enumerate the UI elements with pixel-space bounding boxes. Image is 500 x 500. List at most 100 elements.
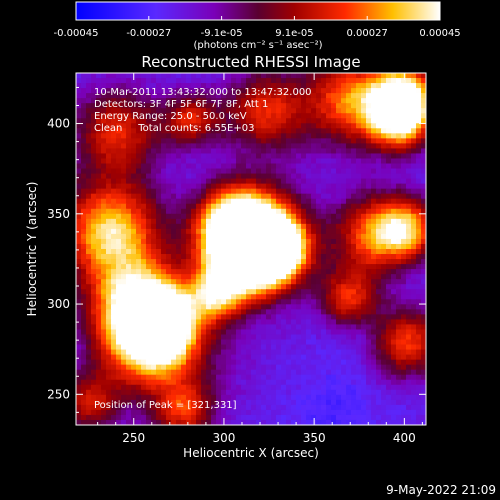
heatmap-cell — [136, 218, 142, 225]
heatmap-cell — [156, 374, 162, 381]
heatmap-cell — [271, 344, 277, 351]
heatmap-cell — [336, 334, 342, 341]
heatmap-cell — [311, 193, 317, 200]
heatmap-cell — [171, 103, 177, 109]
heatmap-cell — [111, 309, 117, 315]
heatmap-cell — [376, 83, 382, 89]
heatmap-cell — [346, 233, 352, 240]
heatmap-cell — [396, 128, 402, 134]
heatmap-cell — [206, 88, 212, 94]
heatmap-cell — [301, 374, 307, 381]
heatmap-cell — [216, 108, 222, 114]
heatmap-cell — [316, 414, 322, 421]
heatmap-cell — [401, 249, 407, 255]
heatmap-cell — [311, 128, 317, 134]
heatmap-cell — [216, 113, 222, 119]
heatmap-cell — [141, 309, 147, 315]
heatmap-cell — [361, 379, 367, 386]
heatmap-cell — [181, 419, 187, 425]
heatmap-cell — [201, 158, 207, 165]
heatmap-cell — [336, 364, 342, 371]
heatmap-cell — [381, 153, 387, 160]
heatmap-cell — [266, 269, 272, 275]
heatmap-cell — [236, 284, 242, 290]
heatmap-cell — [356, 309, 362, 315]
heatmap-cell — [261, 138, 267, 144]
heatmap-cell — [106, 399, 112, 406]
heatmap-cell — [376, 163, 382, 170]
heatmap-cell — [246, 113, 252, 119]
heatmap-cell — [386, 359, 392, 366]
heatmap-cell — [341, 249, 347, 255]
heatmap-cell — [261, 394, 267, 401]
heatmap-cell — [396, 299, 402, 305]
heatmap-cell — [91, 228, 97, 235]
heatmap-cell — [121, 183, 127, 190]
heatmap-cell — [191, 274, 197, 280]
heatmap-cell — [276, 108, 282, 114]
heatmap-cell — [381, 344, 387, 351]
heatmap-cell — [341, 254, 347, 260]
heatmap-cell — [266, 419, 272, 425]
heatmap-cell — [141, 339, 147, 346]
heatmap-cell — [366, 264, 372, 270]
heatmap-cell — [416, 314, 422, 320]
heatmap-cell — [146, 364, 152, 371]
heatmap-cell — [76, 419, 82, 425]
heatmap-cell — [136, 73, 142, 79]
heatmap-cell — [146, 218, 152, 225]
heatmap-cell — [371, 198, 377, 205]
heatmap-cell — [321, 394, 327, 401]
heatmap-cell — [201, 88, 207, 94]
heatmap-cell — [231, 354, 237, 361]
heatmap-cell — [291, 299, 297, 305]
heatmap-cell — [361, 143, 367, 150]
heatmap-cell — [286, 88, 292, 94]
heatmap-cell — [76, 238, 82, 245]
heatmap-cell — [306, 419, 312, 425]
heatmap-cell — [381, 409, 387, 416]
heatmap-cell — [191, 243, 197, 250]
heatmap-cell — [231, 163, 237, 170]
heatmap-cell — [346, 113, 352, 119]
heatmap-cell — [381, 143, 387, 150]
heatmap-cell — [341, 274, 347, 280]
heatmap-cell — [401, 238, 407, 245]
heatmap-cell — [246, 389, 252, 396]
heatmap-cell — [206, 158, 212, 165]
heatmap-cell — [176, 259, 182, 265]
heatmap-cell — [291, 183, 297, 190]
heatmap-cell — [106, 103, 112, 109]
heatmap-cell — [111, 128, 117, 134]
heatmap-cell — [281, 178, 287, 185]
heatmap-cell — [221, 133, 227, 139]
heatmap-cell — [76, 158, 82, 165]
heatmap-cell — [281, 143, 287, 150]
heatmap-cell — [401, 183, 407, 190]
heatmap-cell — [86, 168, 92, 175]
heatmap-cell — [111, 409, 117, 416]
heatmap-cell — [186, 344, 192, 351]
heatmap-cell — [316, 344, 322, 351]
heatmap-cell — [326, 73, 332, 79]
heatmap-cell — [241, 178, 247, 185]
heatmap-cell — [96, 399, 102, 406]
heatmap-cell — [301, 254, 307, 260]
heatmap-cell — [376, 319, 382, 326]
heatmap-cell — [96, 203, 102, 210]
heatmap-cell — [241, 249, 247, 255]
heatmap-cell — [261, 324, 267, 331]
heatmap-cell — [296, 249, 302, 255]
heatmap-cell — [396, 364, 402, 371]
heatmap-cell — [181, 294, 187, 300]
heatmap-cell — [171, 349, 177, 356]
heatmap-cell — [406, 183, 412, 190]
heatmap-cell — [266, 158, 272, 165]
heatmap-cell — [256, 133, 262, 139]
heatmap-cell — [111, 389, 117, 396]
heatmap-cell — [291, 223, 297, 230]
heatmap-cell — [136, 188, 142, 195]
heatmap-cell — [351, 243, 357, 250]
heatmap-cell — [311, 279, 317, 285]
heatmap-cell — [371, 249, 377, 255]
